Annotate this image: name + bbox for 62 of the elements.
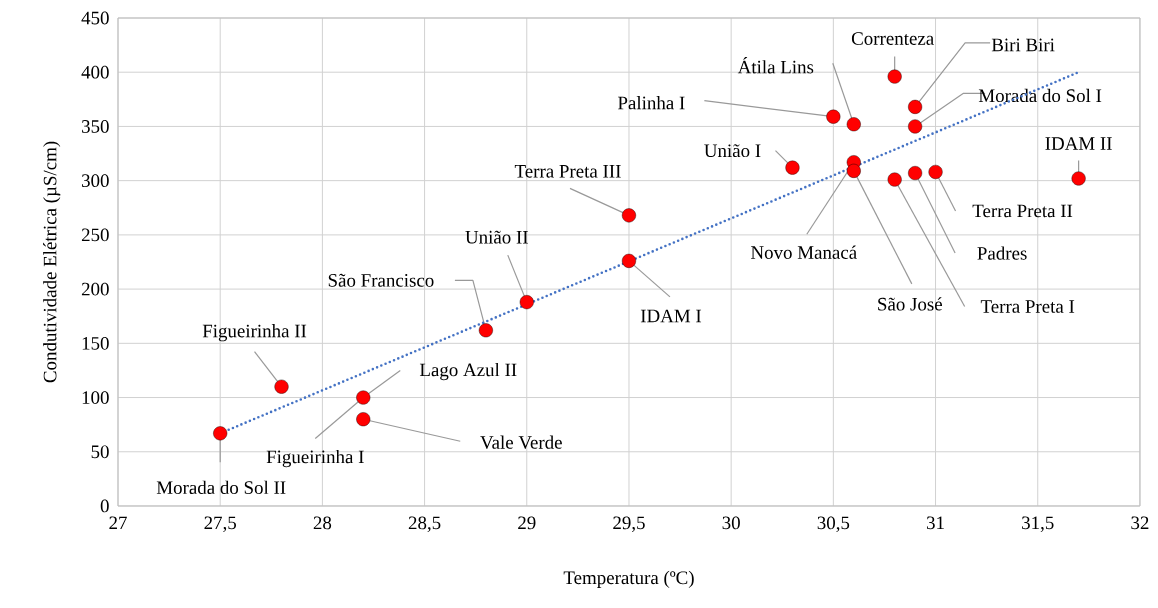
x-axis-title: Temperatura (ºC) (563, 570, 694, 588)
x-tick-label: 27,5 (204, 516, 237, 532)
y-tick-label: 350 (82, 120, 109, 133)
point (846, 117, 861, 132)
x-tick-label: 31,5 (1022, 516, 1054, 532)
point (887, 172, 902, 187)
point (274, 379, 289, 394)
annotation: Correnteza (851, 32, 934, 45)
point (826, 109, 841, 124)
point (785, 160, 800, 175)
annotation: IDAM II (1045, 137, 1112, 150)
point (846, 163, 861, 178)
point (621, 208, 636, 223)
point (356, 412, 371, 427)
x-tick-label: 30 (722, 516, 740, 530)
x-tick-label: 27 (109, 516, 127, 530)
point (519, 295, 534, 310)
annotation: Terra Preta III (514, 165, 621, 178)
annotation: Palinha I (617, 96, 685, 110)
x-tick-label: 31 (926, 516, 944, 530)
annotation: Biri Biri (991, 38, 1055, 52)
point (928, 164, 943, 179)
x-tick-label: 28,5 (408, 516, 441, 532)
x-tick-label: 28 (313, 516, 332, 530)
point (1071, 171, 1086, 186)
x-tick-label: 29,5 (613, 516, 645, 532)
annotation: IDAM I (640, 309, 702, 323)
annotation: Padres (977, 246, 1027, 260)
y-tick-label: 100 (82, 391, 109, 404)
annotation: Morada do Sol II (156, 480, 286, 494)
y-tick-label: 150 (82, 336, 109, 350)
annotation: União II (465, 230, 528, 244)
y-tick-label: 400 (81, 65, 109, 79)
point (356, 390, 371, 405)
x-tick-label: 32 (1131, 516, 1149, 530)
point (478, 323, 493, 338)
annotation: Terra Preta I (980, 300, 1075, 313)
y-tick-label: 450 (81, 11, 109, 25)
point (908, 119, 923, 134)
point (908, 166, 923, 181)
annotation: Átila Lins (737, 57, 814, 74)
annotation: Terra Preta II (972, 204, 1073, 218)
annotation: União I (704, 144, 761, 158)
y-tick-label: 200 (81, 282, 109, 296)
point (213, 426, 228, 441)
y-axis-title: Condutividade Elétrica (µS/cm) (43, 141, 61, 383)
point (621, 253, 636, 268)
y-tick-label: 250 (81, 228, 109, 242)
point (887, 69, 902, 84)
annotation: Lago Azul II (419, 362, 517, 381)
x-tick-label: 30,5 (817, 516, 850, 532)
annotation: Vale Verde (480, 435, 562, 449)
annotation: Figueirinha II (202, 324, 307, 342)
annotation: Novo Manacá (750, 245, 857, 259)
annotation: São Francisco (328, 273, 434, 287)
y-tick-label: 50 (91, 445, 109, 459)
y-tick-label: 300 (82, 174, 109, 188)
y-tick-label: 0 (100, 499, 109, 513)
point (908, 99, 923, 114)
annotation: São José (878, 297, 942, 311)
annotation: Figueirinha I (266, 449, 364, 468)
x-tick-label: 29 (518, 516, 536, 530)
